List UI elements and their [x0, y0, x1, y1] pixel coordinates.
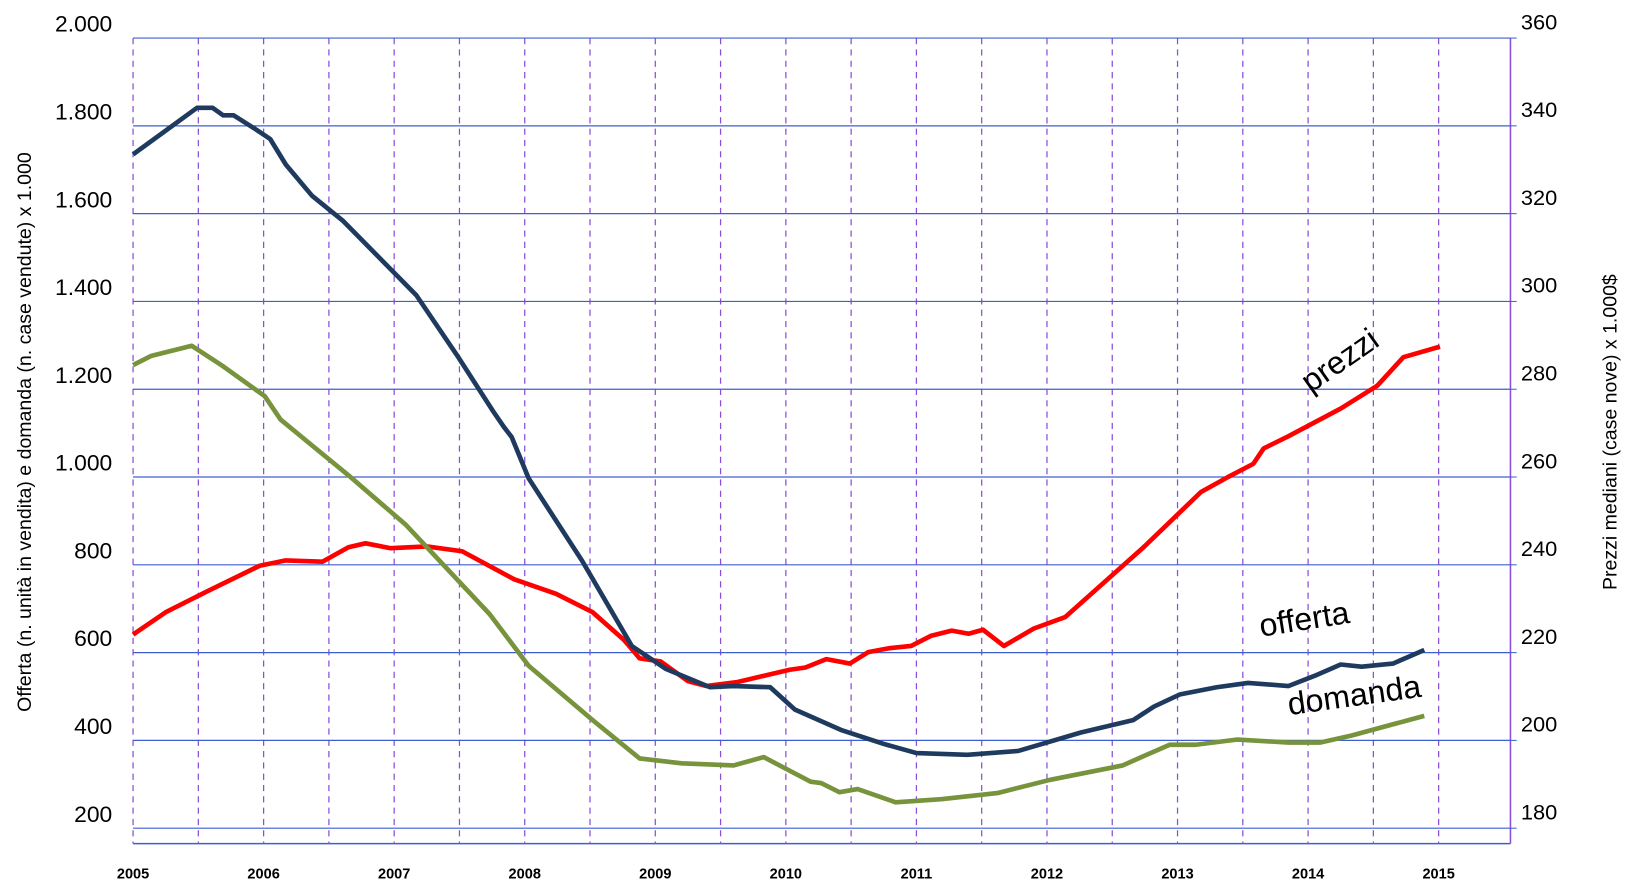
y-axis-title: Offerta (n. unità in vendita) e domanda …: [14, 152, 36, 712]
y-tick-label: 1.400: [55, 274, 112, 300]
y2-tick-label: 200: [1521, 712, 1557, 737]
y2-tick-label: 280: [1521, 361, 1557, 386]
y2-tick-label: 180: [1521, 800, 1557, 825]
x-tick-label: 2007: [378, 866, 410, 882]
x-tick-label: 2006: [247, 866, 279, 882]
x-tick-label: 2012: [1031, 866, 1063, 882]
y-tick-label: 400: [74, 713, 112, 739]
y-tick-label: 1.200: [55, 362, 112, 388]
x-tick-label: 2008: [509, 866, 541, 882]
y2-tick-label: 320: [1521, 185, 1557, 210]
y2-tick-label: 300: [1521, 273, 1557, 298]
y2-axis-title: Prezzi mediani (case nove) x 1.000$: [1599, 274, 1621, 590]
x-tick-label: 2005: [117, 866, 149, 882]
y-tick-label: 200: [74, 801, 112, 827]
y-tick-label: 1.800: [55, 99, 112, 125]
y2-tick-label: 240: [1521, 536, 1557, 561]
y2-tick-label: 360: [1521, 9, 1557, 34]
y-tick-label: 1.600: [55, 186, 112, 212]
series-line: [131, 105, 1426, 758]
series-label: offerta: [1257, 594, 1352, 643]
y2-tick-label: 260: [1521, 448, 1557, 473]
x-tick-label: 2010: [770, 866, 802, 882]
series-line: [131, 343, 1425, 805]
y-tick-label: 600: [74, 625, 112, 651]
y-tick-label: 800: [74, 538, 112, 564]
x-tick-label: 2013: [1161, 866, 1193, 882]
x-tick-label: 2014: [1292, 866, 1324, 882]
y2-tick-label: 340: [1521, 97, 1557, 122]
x-tick-label: 2015: [1422, 866, 1454, 882]
y-tick-label: 1.000: [55, 450, 112, 476]
series-label: domanda: [1285, 668, 1423, 722]
y2-tick-label: 220: [1521, 624, 1557, 649]
x-tick-label: 2009: [639, 866, 671, 882]
series-line: [131, 344, 1441, 689]
y-tick-label: 2.000: [55, 11, 112, 37]
x-tick-label: 2011: [901, 866, 933, 882]
